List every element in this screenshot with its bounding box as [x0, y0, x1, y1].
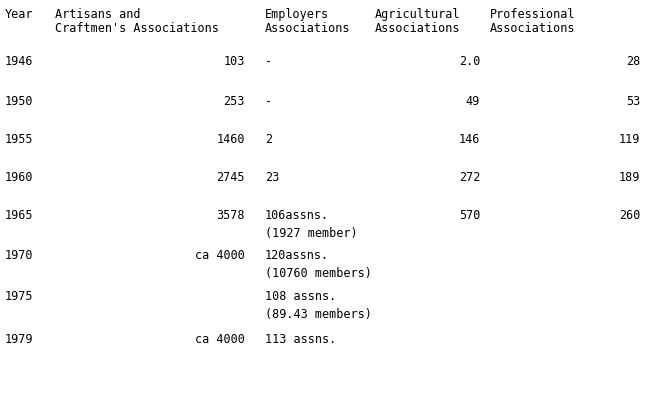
Text: 1960: 1960: [5, 171, 34, 184]
Text: 23: 23: [265, 171, 279, 184]
Text: Employers: Employers: [265, 8, 329, 21]
Text: Artisans and: Artisans and: [55, 8, 140, 21]
Text: Agricultural: Agricultural: [375, 8, 461, 21]
Text: 570: 570: [459, 209, 480, 222]
Text: 108 assns.
(89.43 members): 108 assns. (89.43 members): [265, 290, 372, 321]
Text: 272: 272: [459, 171, 480, 184]
Text: Associations: Associations: [490, 22, 575, 35]
Text: 2.0: 2.0: [459, 55, 480, 68]
Text: 103: 103: [223, 55, 245, 68]
Text: 106assns.
(1927 member): 106assns. (1927 member): [265, 209, 358, 240]
Text: 1979: 1979: [5, 333, 34, 346]
Text: 1950: 1950: [5, 95, 34, 108]
Text: 53: 53: [626, 95, 640, 108]
Text: 1970: 1970: [5, 249, 34, 262]
Text: Year: Year: [5, 8, 34, 21]
Text: 1965: 1965: [5, 209, 34, 222]
Text: -: -: [265, 95, 272, 108]
Text: 1955: 1955: [5, 133, 34, 146]
Text: 146: 146: [459, 133, 480, 146]
Text: 2: 2: [265, 133, 272, 146]
Text: 189: 189: [619, 171, 640, 184]
Text: 28: 28: [626, 55, 640, 68]
Text: 120assns.
(10760 members): 120assns. (10760 members): [265, 249, 372, 280]
Text: Associations: Associations: [375, 22, 461, 35]
Text: 1946: 1946: [5, 55, 34, 68]
Text: 1460: 1460: [217, 133, 245, 146]
Text: ca 4000: ca 4000: [195, 333, 245, 346]
Text: 113 assns.: 113 assns.: [265, 333, 336, 346]
Text: Professional: Professional: [490, 8, 575, 21]
Text: 49: 49: [466, 95, 480, 108]
Text: ca 4000: ca 4000: [195, 249, 245, 262]
Text: -: -: [265, 55, 272, 68]
Text: Craftmen's Associations: Craftmen's Associations: [55, 22, 219, 35]
Text: 2745: 2745: [217, 171, 245, 184]
Text: Associations: Associations: [265, 22, 351, 35]
Text: 260: 260: [619, 209, 640, 222]
Text: 3578: 3578: [217, 209, 245, 222]
Text: 119: 119: [619, 133, 640, 146]
Text: 253: 253: [223, 95, 245, 108]
Text: 1975: 1975: [5, 290, 34, 303]
